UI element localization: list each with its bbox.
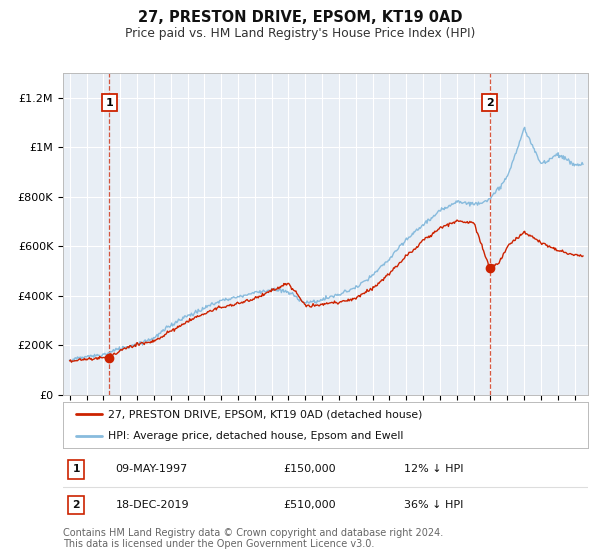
- Text: 09-MAY-1997: 09-MAY-1997: [115, 464, 188, 474]
- Text: £150,000: £150,000: [284, 464, 336, 474]
- Text: 12% ↓ HPI: 12% ↓ HPI: [404, 464, 464, 474]
- Text: 1: 1: [106, 97, 113, 108]
- Text: Price paid vs. HM Land Registry's House Price Index (HPI): Price paid vs. HM Land Registry's House …: [125, 27, 475, 40]
- Text: 2: 2: [73, 500, 80, 510]
- Text: 18-DEC-2019: 18-DEC-2019: [115, 500, 189, 510]
- Text: 27, PRESTON DRIVE, EPSOM, KT19 0AD: 27, PRESTON DRIVE, EPSOM, KT19 0AD: [138, 10, 462, 25]
- Text: HPI: Average price, detached house, Epsom and Ewell: HPI: Average price, detached house, Epso…: [107, 431, 403, 441]
- Text: 36% ↓ HPI: 36% ↓ HPI: [404, 500, 464, 510]
- Text: 27, PRESTON DRIVE, EPSOM, KT19 0AD (detached house): 27, PRESTON DRIVE, EPSOM, KT19 0AD (deta…: [107, 409, 422, 419]
- Text: 1: 1: [73, 464, 80, 474]
- Text: £510,000: £510,000: [284, 500, 336, 510]
- Text: Contains HM Land Registry data © Crown copyright and database right 2024.
This d: Contains HM Land Registry data © Crown c…: [63, 528, 443, 549]
- Text: 2: 2: [486, 97, 494, 108]
